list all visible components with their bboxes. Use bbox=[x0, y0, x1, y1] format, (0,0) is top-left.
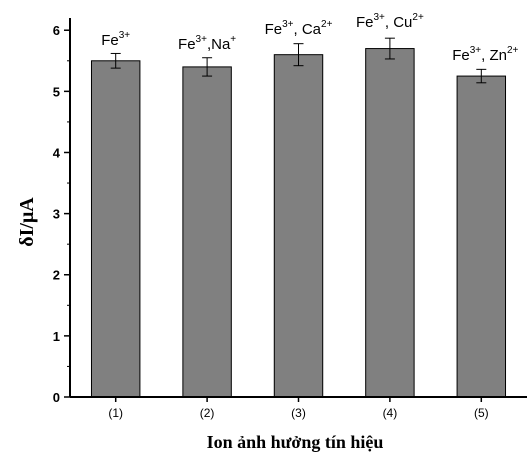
x-tick-label-1: (1) bbox=[108, 406, 123, 420]
y-tick-label-2: 2 bbox=[53, 268, 60, 283]
bar-label-5: Fe3+, Zn2+ bbox=[452, 45, 518, 64]
y-axis-title: δI/μA bbox=[16, 197, 38, 247]
x-tick-label-2: (2) bbox=[200, 406, 215, 420]
y-tick-label-5: 5 bbox=[53, 84, 60, 99]
x-tick-label-5: (5) bbox=[474, 406, 489, 420]
bar-label-4: Fe3+, Cu2+ bbox=[356, 12, 424, 31]
bar-label-1: Fe3+ bbox=[101, 30, 130, 49]
x-axis-title: Ion ảnh hưởng tín hiệu bbox=[207, 432, 384, 452]
y-tick-label-1: 1 bbox=[53, 329, 60, 344]
error-bars-group bbox=[110, 37, 487, 84]
bar-label-3: Fe3+, Ca2+ bbox=[265, 19, 333, 38]
x-tick-label-4: (4) bbox=[383, 406, 398, 420]
bar-label-2: Fe3+,Na+ bbox=[178, 34, 236, 53]
bar-1 bbox=[90, 60, 141, 398]
bar-5 bbox=[456, 75, 507, 398]
bar-3 bbox=[273, 54, 324, 398]
y-tick-label-4: 4 bbox=[53, 145, 61, 160]
bar-labels-group: Fe3+ Fe3+,Na+ Fe3+, Ca2+ Fe3+, Cu2+ Fe3+, Zn… bbox=[101, 12, 518, 64]
x-tick-label-3: (3) bbox=[291, 406, 306, 420]
bar-2 bbox=[182, 66, 232, 398]
bars-group bbox=[90, 48, 507, 398]
bar-4 bbox=[365, 48, 415, 398]
y-tick-label-0: 0 bbox=[53, 390, 60, 405]
y-tick-label-3: 3 bbox=[53, 207, 60, 222]
y-tick-label-6: 6 bbox=[53, 23, 60, 38]
axes-group: (1) (2) (3) (4) (5) 0 1 2 3 4 5 6 bbox=[53, 18, 527, 420]
